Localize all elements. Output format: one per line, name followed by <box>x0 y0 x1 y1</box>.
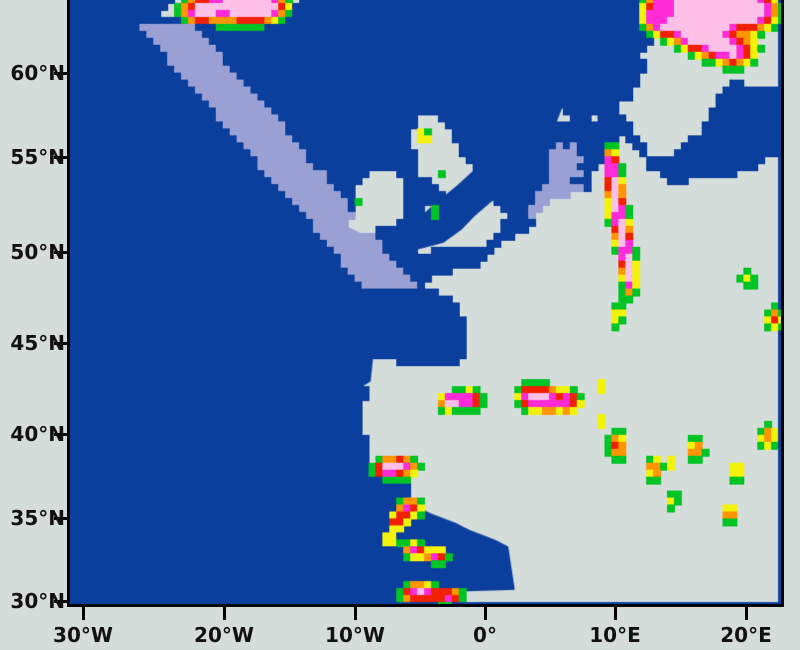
x-tick-label: 0° <box>473 623 497 647</box>
y-tick-mark <box>54 342 67 345</box>
y-tick-mark <box>54 72 67 75</box>
x-tick-mark <box>484 607 487 620</box>
x-tick-mark <box>745 607 748 620</box>
y-tick-label: 60°N <box>10 61 65 85</box>
y-tick-mark <box>54 600 67 603</box>
y-tick-label: 50°N <box>10 240 65 264</box>
map-plot-area[interactable] <box>67 0 784 607</box>
x-tick-mark <box>354 607 357 620</box>
map-raster <box>70 0 781 604</box>
y-tick-label: 55°N <box>10 145 65 169</box>
y-tick-label: 30°N <box>10 589 65 613</box>
x-tick-mark <box>614 607 617 620</box>
x-tick-label: 20°W <box>194 623 254 647</box>
y-tick-mark <box>54 433 67 436</box>
y-tick-label: 40°N <box>10 422 65 446</box>
x-tick-label: 10°W <box>325 623 385 647</box>
x-tick-mark <box>223 607 226 620</box>
y-tick-label: 35°N <box>10 506 65 530</box>
x-tick-label: 30°W <box>53 623 113 647</box>
y-tick-mark <box>54 156 67 159</box>
x-tick-label: 10°E <box>589 623 641 647</box>
y-tick-label: 45°N <box>10 331 65 355</box>
x-tick-label: 20°E <box>720 623 772 647</box>
y-tick-mark <box>54 517 67 520</box>
y-tick-mark <box>54 251 67 254</box>
x-tick-mark <box>82 607 85 620</box>
